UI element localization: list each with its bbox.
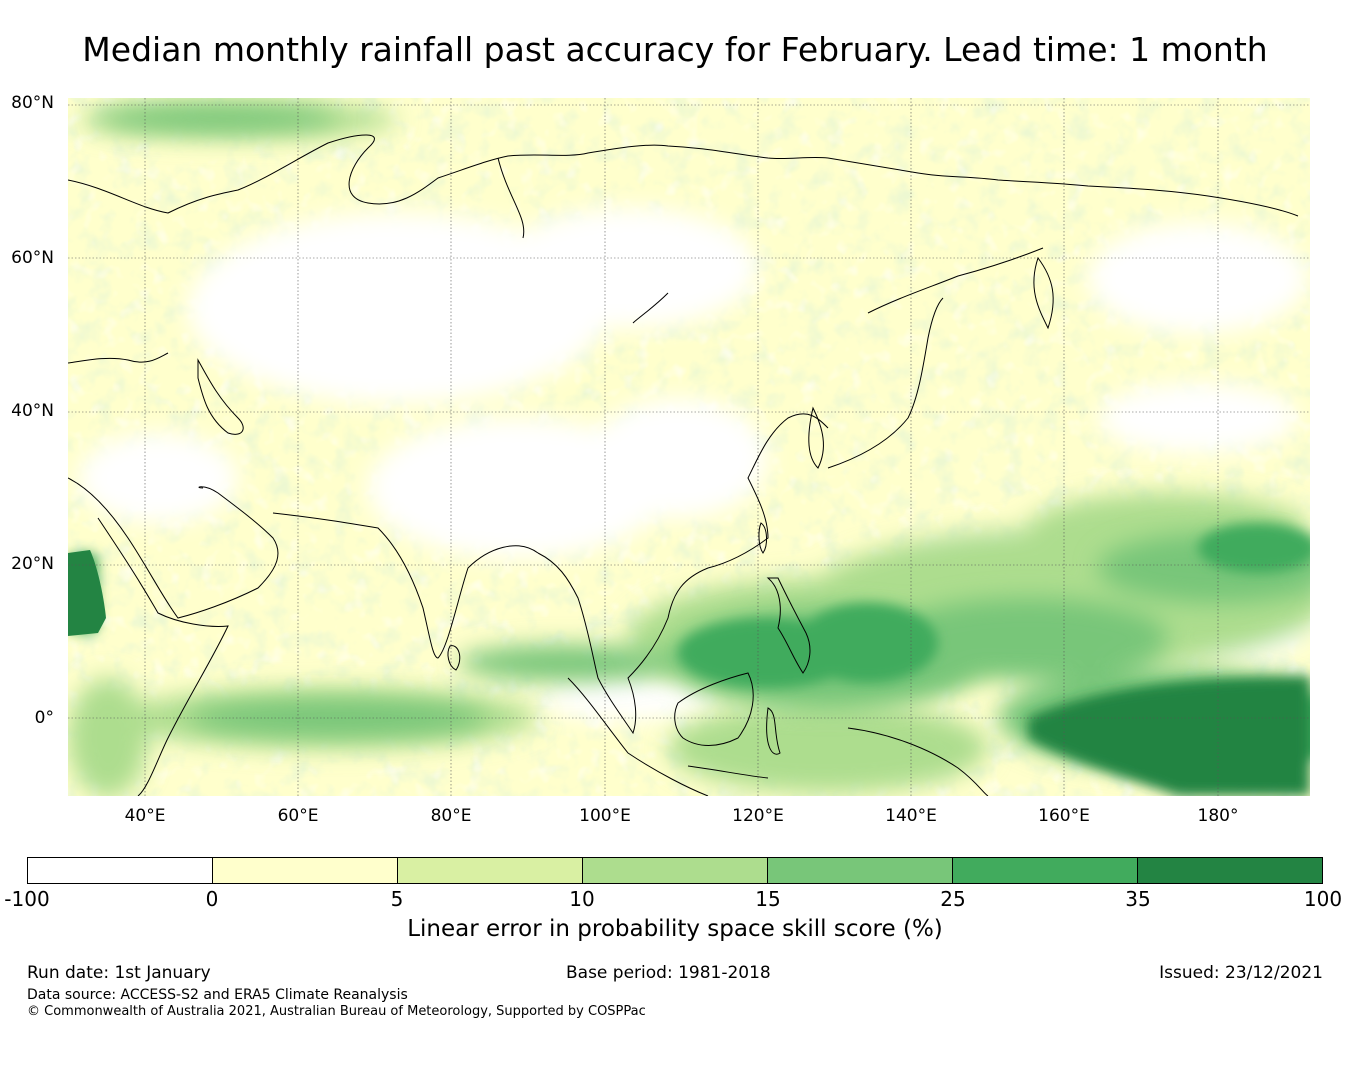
data-source: Data source: ACCESS-S2 and ERA5 Climate … bbox=[27, 987, 408, 1003]
colorbar-segment bbox=[213, 858, 398, 883]
lon-label-40e: 40°E bbox=[124, 806, 166, 826]
colorbar-tick: -100 bbox=[4, 887, 50, 911]
lon-label-80e: 80°E bbox=[430, 806, 472, 826]
colorbar-tick: 15 bbox=[755, 887, 781, 911]
run-date: Run date: 1st January bbox=[27, 963, 211, 983]
lat-label-40n: 40°N bbox=[11, 401, 54, 421]
skill-score-map bbox=[68, 98, 1310, 796]
lat-label-0: 0° bbox=[34, 708, 54, 728]
colorbar-tick: 25 bbox=[940, 887, 966, 911]
colorbar-segment bbox=[768, 858, 953, 883]
issued-date: Issued: 23/12/2021 bbox=[1159, 963, 1323, 983]
colorbar-tick: 0 bbox=[205, 887, 219, 911]
base-period: Base period: 1981-2018 bbox=[566, 963, 771, 983]
colorbar-segment bbox=[1138, 858, 1322, 883]
lon-label-120e: 120°E bbox=[732, 806, 784, 826]
lon-label-180: 180° bbox=[1197, 806, 1239, 826]
lon-label-160e: 160°E bbox=[1038, 806, 1090, 826]
lat-label-20n: 20°N bbox=[11, 554, 54, 574]
colorbar-tick: 10 bbox=[569, 887, 595, 911]
colorbar-segment bbox=[953, 858, 1138, 883]
lat-label-80n: 80°N bbox=[11, 93, 54, 113]
colorbar-tick: 35 bbox=[1125, 887, 1151, 911]
lon-label-140e: 140°E bbox=[885, 806, 937, 826]
colorbar-segment bbox=[583, 858, 768, 883]
colorbar-label: Linear error in probability space skill … bbox=[407, 916, 943, 942]
colorbar-tick: 100 bbox=[1303, 887, 1343, 911]
colorbar-tick: 5 bbox=[390, 887, 404, 911]
colorbar-segment bbox=[398, 858, 583, 883]
lat-label-60n: 60°N bbox=[11, 248, 54, 268]
colorbar-segment bbox=[28, 858, 213, 883]
chart-title: Median monthly rainfall past accuracy fo… bbox=[82, 30, 1268, 69]
lon-label-100e: 100°E bbox=[579, 806, 631, 826]
copyright: © Commonwealth of Australia 2021, Austra… bbox=[27, 1004, 646, 1019]
lon-label-60e: 60°E bbox=[277, 806, 319, 826]
colorbar bbox=[27, 857, 1323, 884]
coastlines bbox=[68, 134, 1299, 796]
